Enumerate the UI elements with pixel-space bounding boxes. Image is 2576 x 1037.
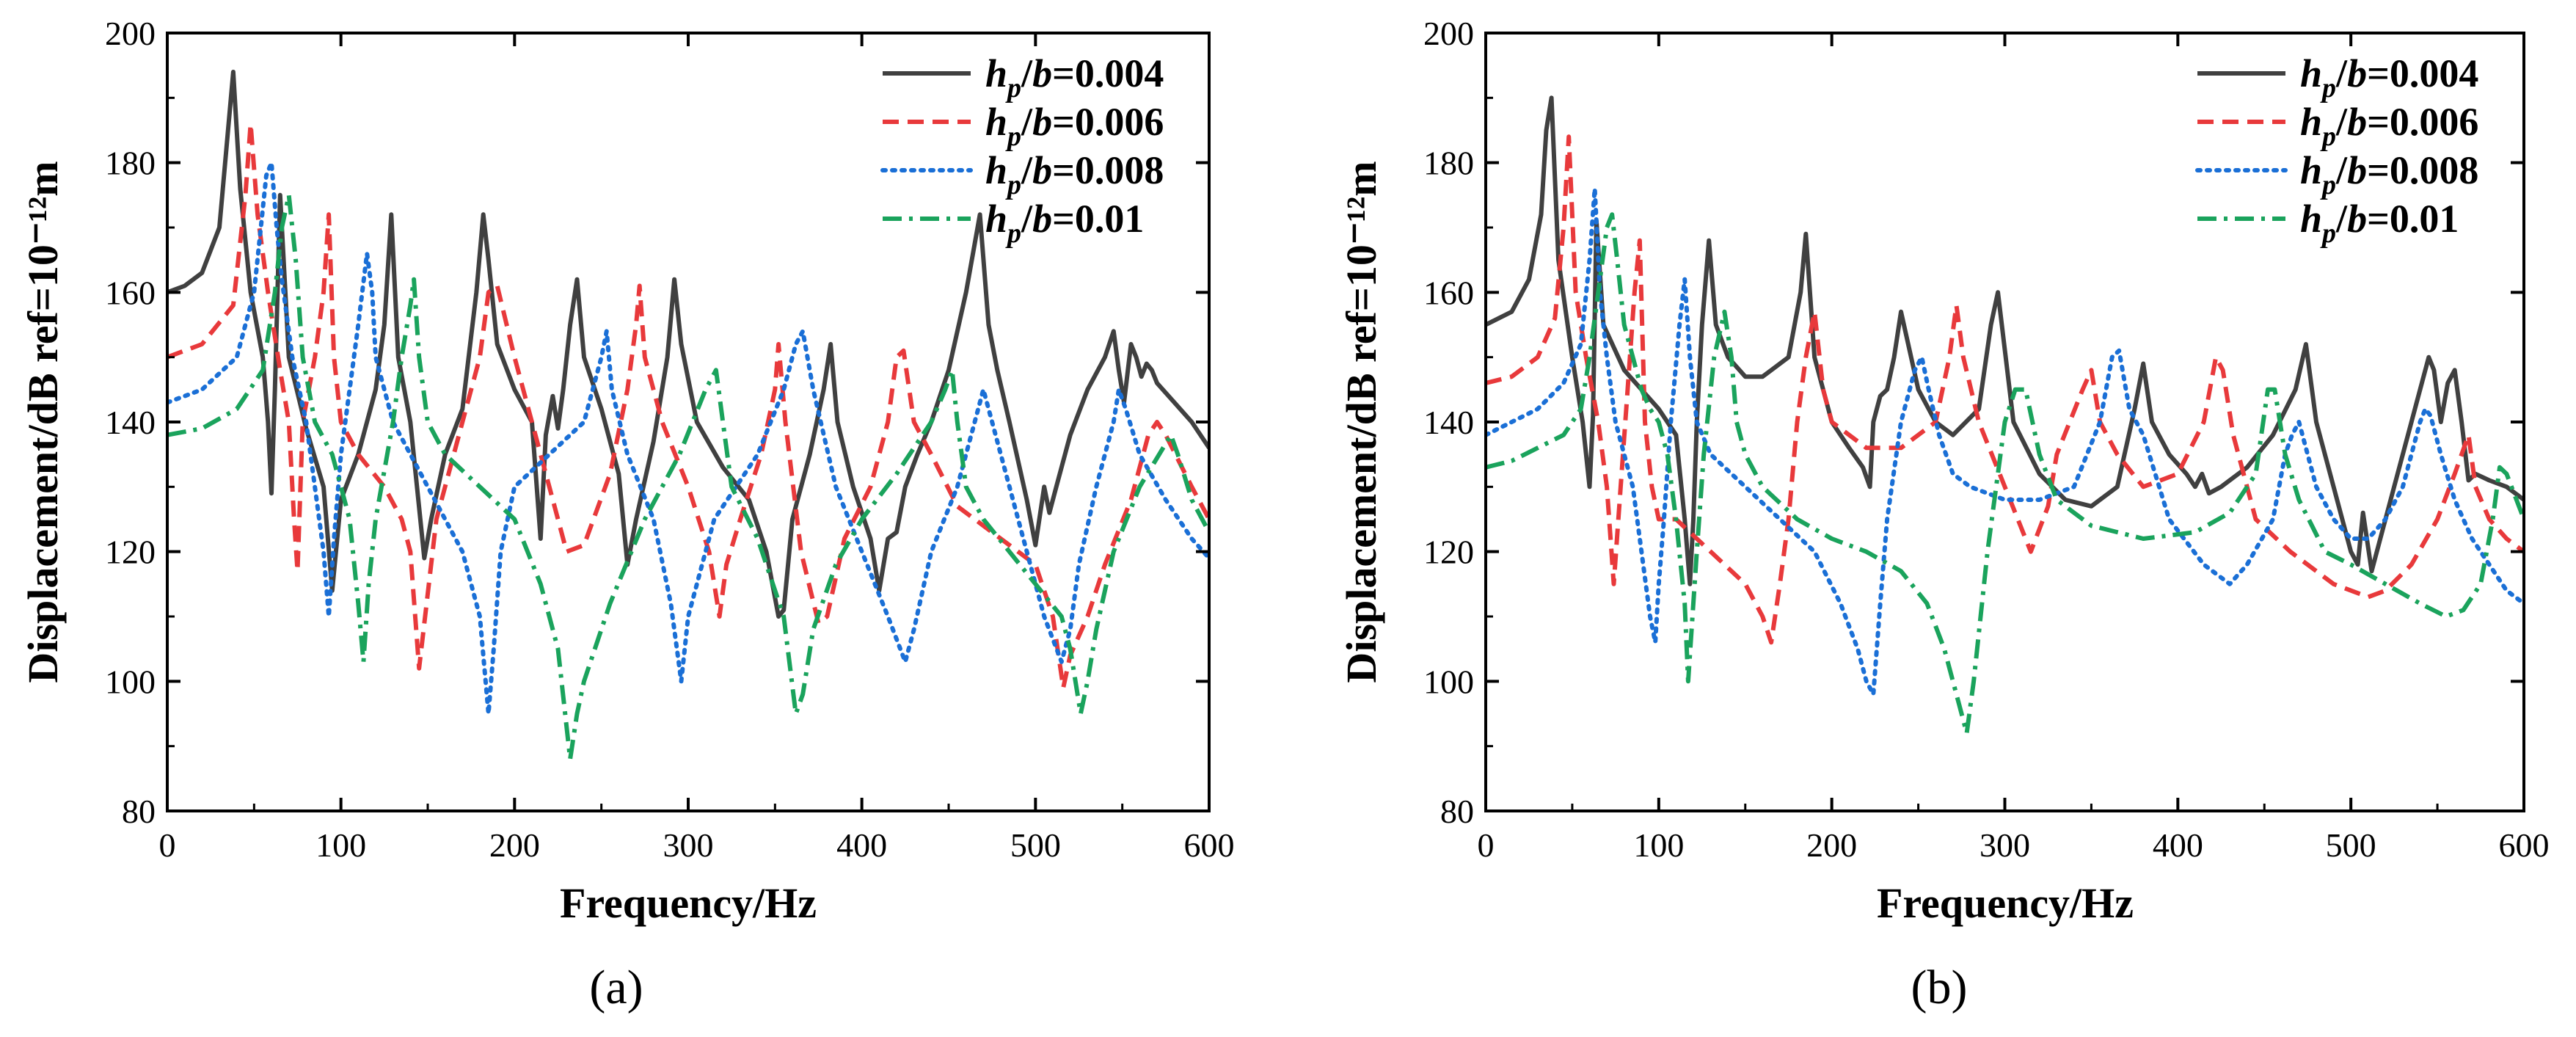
x-axis-title: Frequency/Hz (1877, 879, 2134, 927)
legend-label-1: hp/b=0.004 (2300, 51, 2478, 103)
series-line-2 (1486, 134, 2524, 645)
series-line-2 (167, 121, 1209, 691)
series-line-4 (167, 192, 1209, 762)
series-line-4 (1486, 212, 2524, 735)
x-tick-label: 100 (1633, 826, 1684, 864)
y-tick-label: 160 (1423, 274, 1474, 311)
x-tick-label: 200 (1806, 826, 1857, 864)
y-axis-title: Displacement/dB ref=10⁻¹²m (1338, 161, 1385, 683)
y-tick-label: 140 (1423, 404, 1474, 441)
y-tick-label: 80 (122, 793, 156, 830)
x-tick-label: 0 (159, 826, 176, 864)
legend-label-4: hp/b=0.01 (2300, 197, 2459, 249)
x-axis-title: Frequency/Hz (560, 879, 817, 927)
legend-label-3: hp/b=0.008 (2300, 148, 2478, 200)
series-line-3 (167, 160, 1209, 716)
legend-label-4: hp/b=0.01 (985, 197, 1144, 249)
y-axis-title: Displacement/dB ref=10⁻¹²m (19, 161, 67, 683)
x-tick-label: 600 (2499, 826, 2550, 864)
y-tick-label: 200 (1423, 15, 1474, 52)
x-tick-label: 400 (2153, 826, 2203, 864)
legend-label-2: hp/b=0.006 (985, 100, 1164, 152)
y-tick-label: 160 (105, 274, 156, 311)
panel-label: (a) (589, 961, 643, 1014)
x-tick-label: 400 (836, 826, 887, 864)
y-tick-label: 200 (105, 15, 156, 52)
y-tick-label: 120 (1423, 534, 1474, 571)
x-tick-label: 300 (663, 826, 714, 864)
y-tick-label: 80 (1440, 793, 1474, 830)
y-tick-label: 100 (105, 663, 156, 700)
legend-label-1: hp/b=0.004 (985, 51, 1164, 103)
series-line-1 (167, 70, 1209, 619)
y-tick-label: 100 (1423, 663, 1474, 700)
legend-label-3: hp/b=0.008 (985, 148, 1164, 200)
series-line-3 (1486, 186, 2524, 696)
panel-a: 0 100 200 300 400 500 600 80 100 120 140 160 180 200 F… (19, 15, 1235, 1014)
x-tick-label: 300 (1980, 826, 2030, 864)
y-tick-label: 180 (105, 145, 156, 182)
y-tick-label: 180 (1423, 145, 1474, 182)
y-tick-label: 120 (105, 534, 156, 571)
x-tick-label: 100 (315, 826, 366, 864)
panel-b: 0 100 200 300 400 500 600 80 100 120 140 160 180 200 F… (1338, 15, 2550, 1014)
panel-label: (b) (1911, 961, 1968, 1014)
x-tick-label: 500 (2326, 826, 2376, 864)
series-line-1 (1486, 95, 2524, 586)
x-tick-label: 0 (1478, 826, 1495, 864)
x-tick-label: 200 (489, 826, 540, 864)
x-tick-label: 500 (1010, 826, 1061, 864)
legend-label-2: hp/b=0.006 (2300, 100, 2478, 152)
x-tick-label: 600 (1184, 826, 1235, 864)
y-tick-label: 140 (105, 404, 156, 441)
